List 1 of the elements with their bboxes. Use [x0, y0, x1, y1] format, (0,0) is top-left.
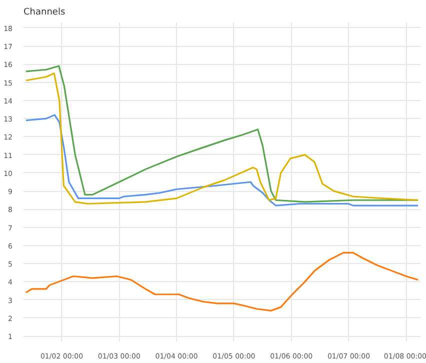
chart-title: Channels [24, 8, 66, 18]
